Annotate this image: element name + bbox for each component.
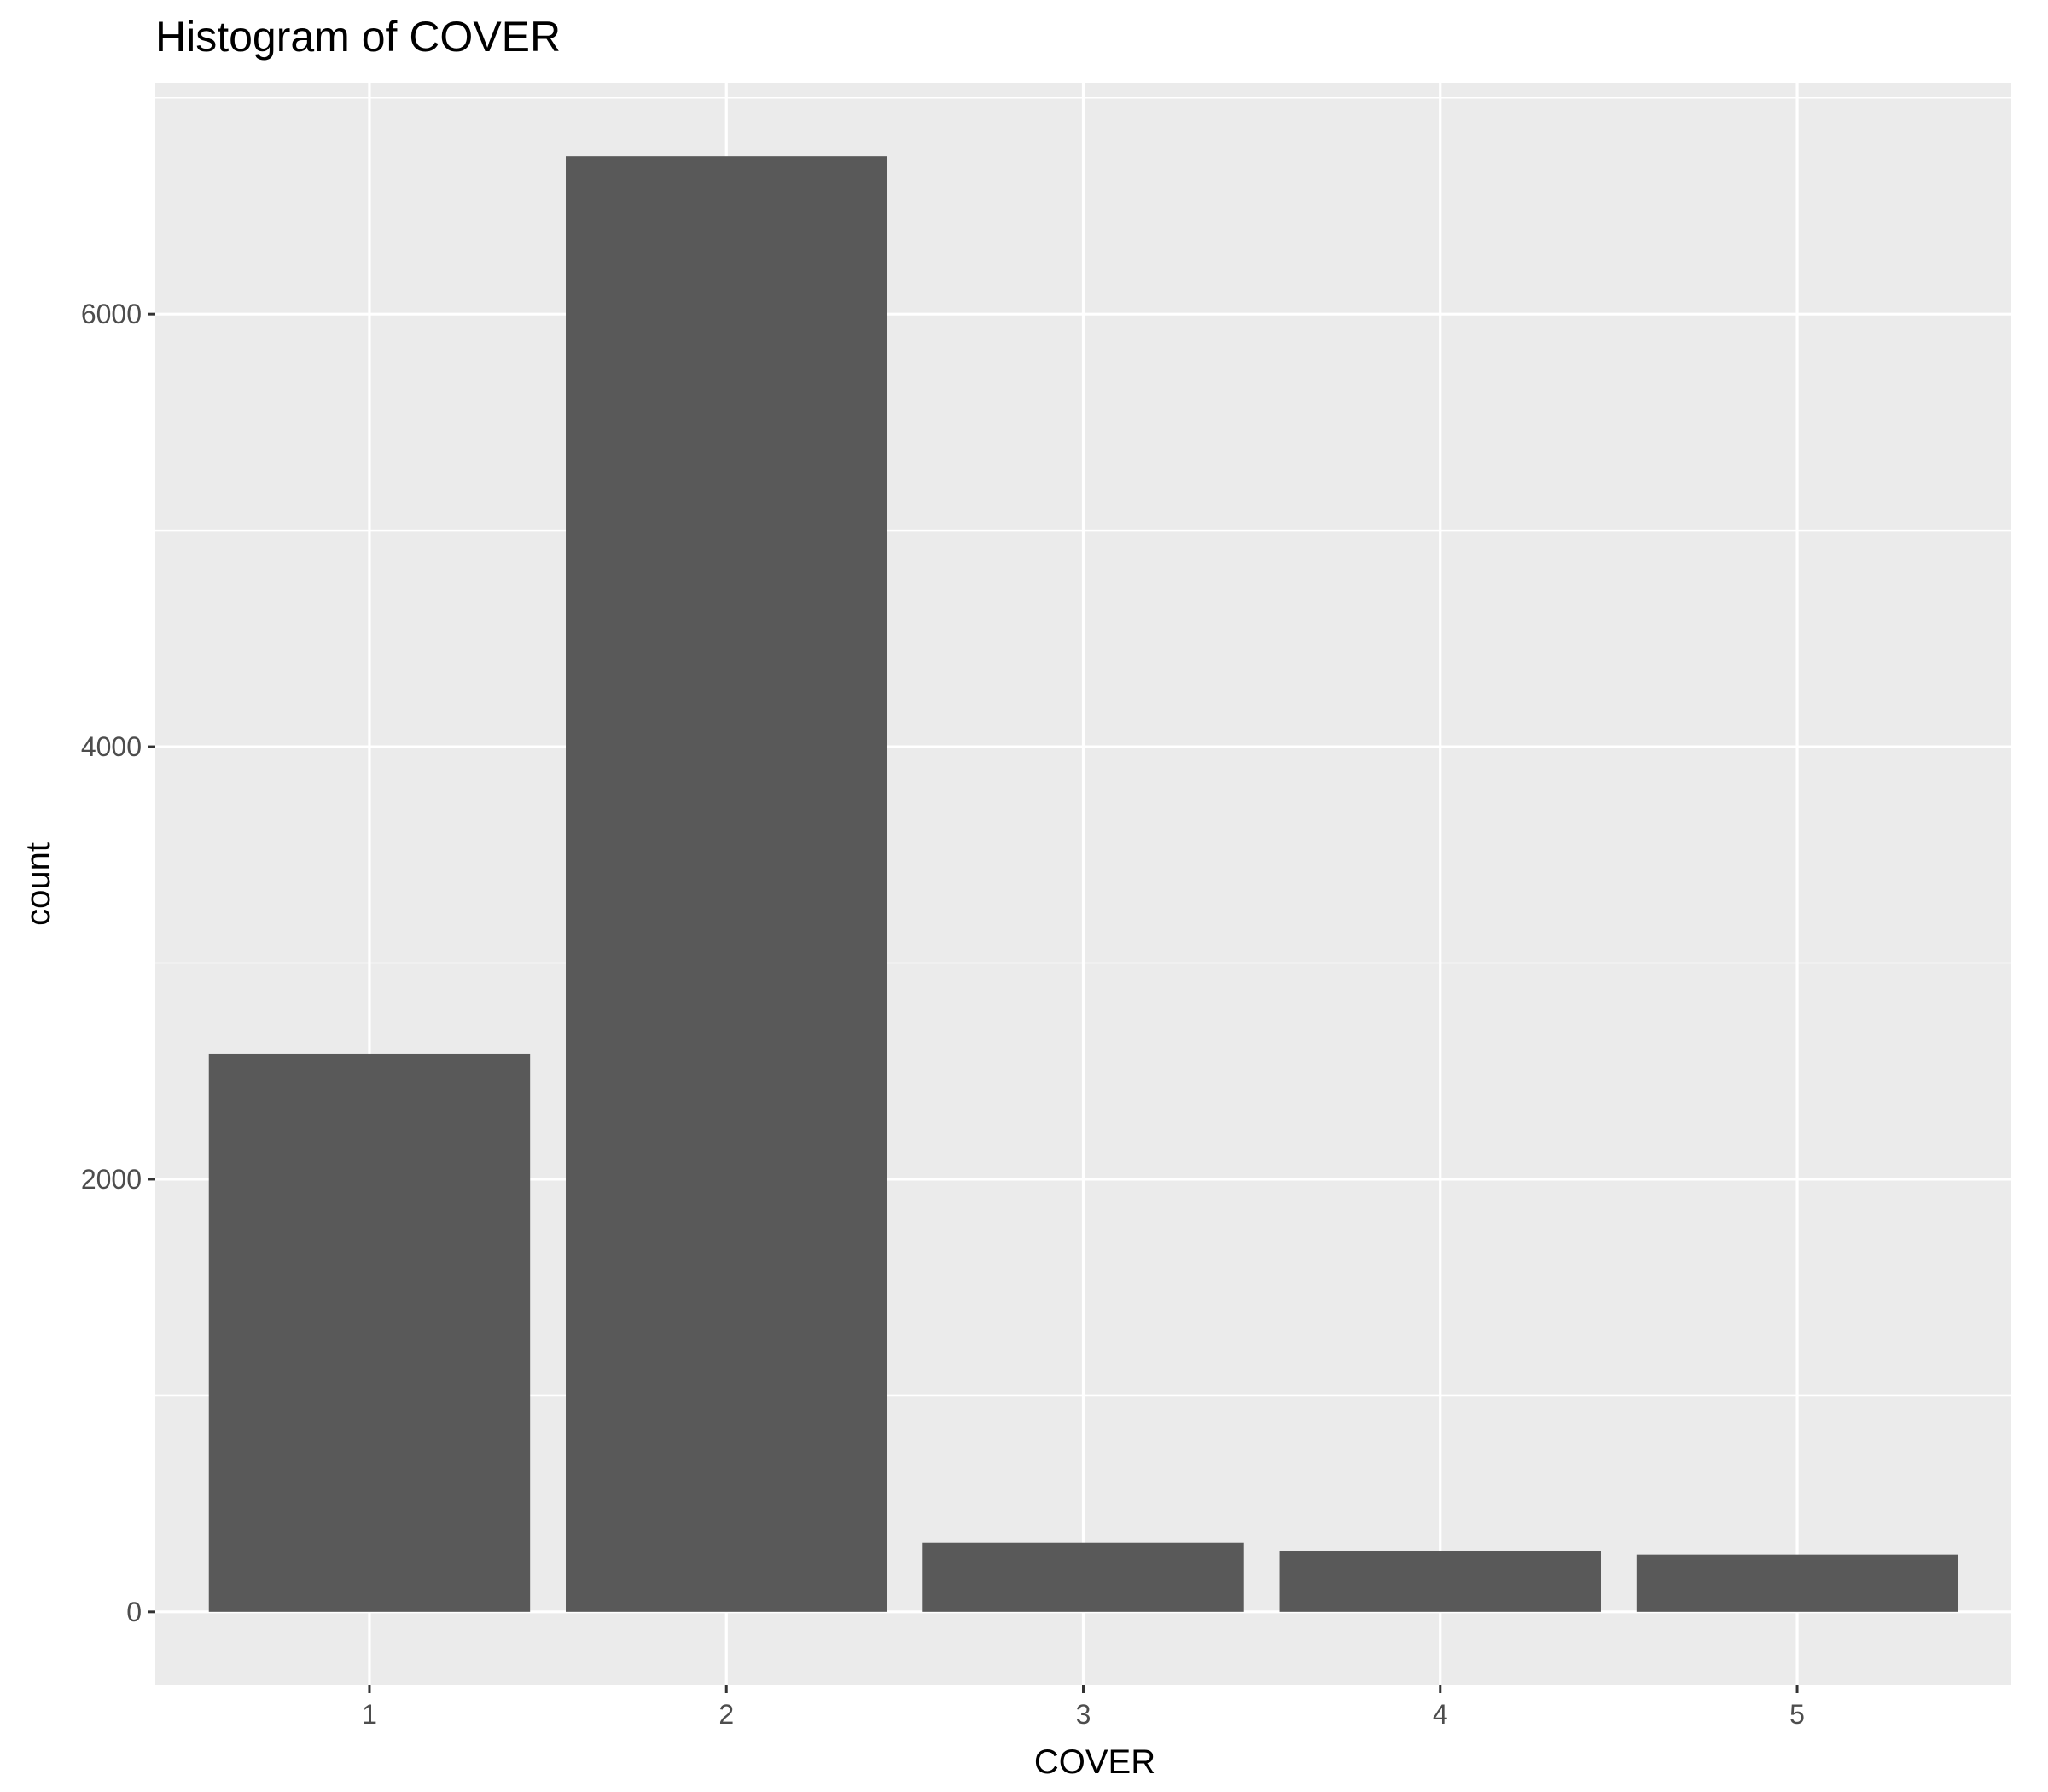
chart-title: Histogram of COVER	[155, 13, 561, 61]
x-tick-label: 1	[362, 1699, 377, 1730]
x-axis: 1 2 3 4 5	[362, 1685, 1805, 1730]
y-tick-label: 4000	[81, 731, 142, 762]
y-axis: 0 2000 4000 6000	[81, 299, 155, 1627]
x-tick-label: 3	[1076, 1699, 1091, 1730]
x-tick-label: 2	[719, 1699, 734, 1730]
y-axis-title: count	[20, 842, 57, 926]
x-axis-title: COVER	[1034, 1743, 1155, 1781]
y-tick-label: 0	[126, 1597, 142, 1627]
bar-5	[1636, 1554, 1958, 1612]
bar-2	[566, 156, 887, 1612]
y-tick-label: 6000	[81, 299, 142, 329]
bars	[208, 156, 1958, 1612]
bar-3	[922, 1542, 1244, 1612]
bar-4	[1279, 1551, 1601, 1612]
bar-1	[208, 1053, 531, 1612]
y-tick-label: 2000	[81, 1164, 142, 1195]
x-tick-label: 5	[1789, 1699, 1805, 1730]
x-tick-label: 4	[1433, 1699, 1448, 1730]
